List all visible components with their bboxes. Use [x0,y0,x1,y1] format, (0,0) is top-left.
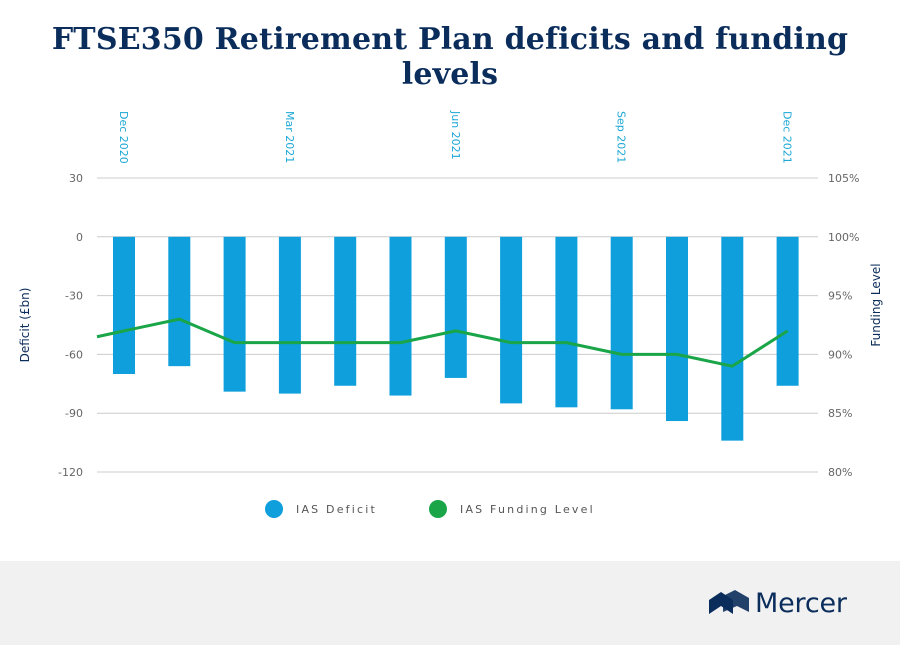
deficit-bar [334,236,357,386]
y2-tick-label: 90% [828,348,852,361]
top-date-label: Sep 2021 [615,111,628,163]
y-axis-title: Deficit (£bn) [18,288,32,363]
deficit-bar [500,236,523,404]
deficit-bar [776,236,799,386]
y2-axis-title: Funding Level [869,263,883,346]
legend: IAS Deficit IAS Funding Level [265,500,595,518]
y-tick-label: -90 [65,407,83,420]
top-date-label: Dec 2020 [117,111,130,164]
top-date-label: Dec 2021 [781,111,794,164]
legend-deficit-label: IAS Deficit [296,503,377,516]
deficit-bars [113,236,799,441]
deficit-bar [721,236,744,441]
mercer-logo-icon [709,590,749,614]
legend-funding-level-marker [429,500,447,518]
y-tick-label: 0 [76,231,83,244]
funding-level-line [96,317,789,368]
y-tick-label: 30 [69,172,83,185]
mercer-logo-text: Mercer [755,587,847,619]
y-tick-label: -30 [65,290,83,303]
legend-deficit-marker [265,500,283,518]
y2-tick-label: 100% [828,231,859,244]
deficit-bar [223,236,246,392]
y-tick-label: -120 [58,466,83,479]
deficit-bar [168,236,191,367]
deficit-bar [278,236,301,394]
chart-title: FTSE350 Retirement Plan deficits and fun… [51,22,849,92]
deficit-bar [389,236,412,396]
deficit-bar [666,236,688,422]
top-date-label: Jun 2021 [449,110,462,160]
funding-level-polyline [96,317,789,368]
y2-tick-label: 105% [828,172,859,185]
deficit-bar [610,236,633,410]
y2-tick-label: 95% [828,290,852,303]
legend-funding-level-label: IAS Funding Level [460,503,595,516]
top-date-label: Mar 2021 [283,111,296,163]
mercer-logo: Mercer [709,585,847,621]
footer-band [0,561,900,645]
y2-tick-label: 85% [828,407,852,420]
deficit-bar [555,236,578,408]
chart: 30 105% 0 100% -30 95% -60 90% -90 85% -120 80% Defi… [18,110,883,518]
deficit-bar [113,236,135,374]
deficit-bar [444,236,467,378]
y-tick-label: -60 [65,348,83,361]
axis-ticks: 30 105% 0 100% -30 95% -60 90% -90 85% -120 80% Defi… [18,110,883,479]
y2-tick-label: 80% [828,466,852,479]
